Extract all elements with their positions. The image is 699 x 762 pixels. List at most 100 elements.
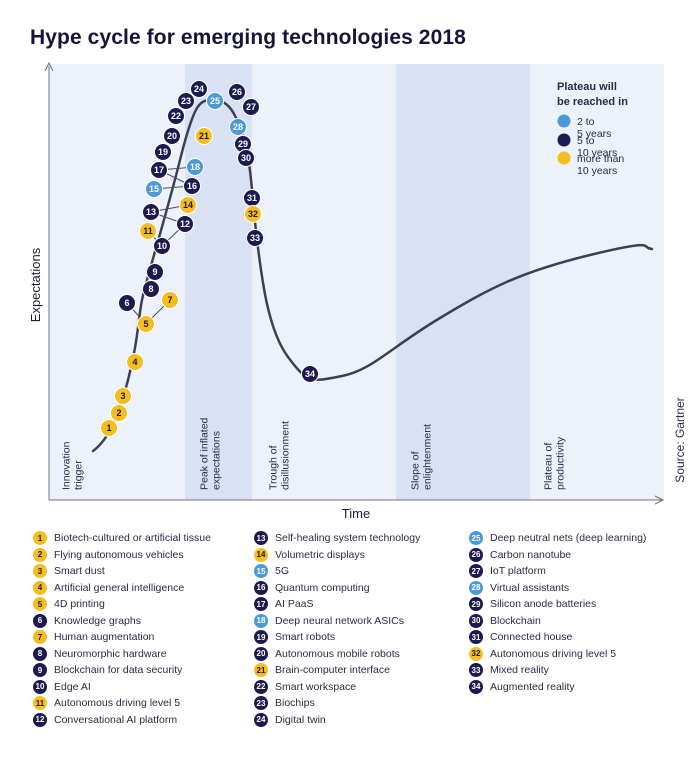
tech-marker-circle — [145, 180, 163, 198]
tech-marker-33: 33 — [246, 229, 264, 247]
legend-item-19: 19 Smart robots — [254, 630, 335, 644]
legend-item-25: 25 Deep neutral nets (deep learning) — [469, 531, 646, 545]
legend-item-18: 18 Deep neural network ASICs — [254, 613, 404, 628]
legend-label: Self-healing system technology — [275, 532, 421, 544]
legend-item-8: 8 Neuromorphic hardware — [33, 646, 167, 661]
legend-label: Blockchain — [490, 614, 541, 627]
tech-marker-11: 11 — [139, 222, 157, 240]
tech-marker-number: 34 — [305, 369, 315, 379]
tech-marker-circle — [186, 158, 204, 176]
legend-badge: 4 — [33, 580, 47, 595]
legend-item-32: 32 Autonomous driving level 5 — [469, 646, 617, 661]
tech-marker-22: 22 — [167, 107, 185, 125]
legend-label: Silicon anode batteries — [490, 598, 597, 610]
legend-item-5: 5 4D printing — [33, 597, 105, 611]
tech-marker-number: 32 — [248, 209, 258, 219]
tech-marker-number: 33 — [250, 233, 260, 243]
legend-item-14: 14 Volumetric displays — [254, 547, 365, 562]
tech-marker-number: 4 — [132, 357, 137, 367]
legend-badge: 23 — [254, 696, 268, 710]
legend-entry-dark: 5 to 10 years — [577, 135, 617, 159]
legend-item-28: 28 Virtual assistants — [469, 580, 570, 595]
legend-badge: 19 — [254, 630, 268, 644]
legend-badge: 27 — [469, 564, 483, 578]
tech-marker-circle — [183, 177, 201, 195]
legend-item-31: 31 Connected house — [469, 630, 572, 644]
tech-marker-2: 2 — [110, 404, 128, 422]
legend-item-10: 10 Edge AI — [33, 679, 91, 694]
legend-badge: 8 — [33, 646, 47, 661]
tech-marker-number: 7 — [167, 295, 172, 305]
legend-label: AI PaaS — [275, 598, 314, 610]
tech-marker-number: 27 — [246, 102, 256, 112]
legend-item-6: 6 Knowledge graphs — [33, 613, 141, 628]
legend-item-20: 20 Autonomous mobile robots — [254, 646, 400, 661]
legend-label: Smart workspace — [275, 680, 357, 693]
legend-label: Autonomous driving level 5 — [54, 697, 181, 709]
legend-label: Knowledge graphs — [54, 614, 141, 627]
tech-marker-number: 29 — [238, 139, 248, 149]
tech-marker-circle — [137, 315, 155, 333]
legend-badge: 1 — [33, 531, 47, 545]
legend-item-22: 22 Smart workspace — [254, 679, 357, 694]
tech-marker-number: 12 — [180, 219, 190, 229]
tech-marker-21: 21 — [195, 127, 213, 145]
tech-marker-number: 26 — [232, 87, 242, 97]
tech-marker-number: 9 — [152, 267, 157, 277]
legend-item-9: 9 Blockchain for data security — [33, 663, 182, 677]
legend-label: Edge AI — [54, 680, 91, 693]
tech-marker-circle — [161, 291, 179, 309]
legend-badge: 9 — [33, 663, 47, 677]
tech-marker-13: 13 — [142, 203, 160, 221]
y-axis-label: Expectations — [28, 247, 43, 322]
legend-badge: 10 — [33, 679, 47, 694]
tech-marker-number: 25 — [210, 96, 220, 106]
tech-marker-number: 17 — [154, 165, 164, 175]
tech-marker-19: 19 — [154, 143, 172, 161]
legend-swatch-blue — [557, 114, 571, 128]
legend-label: Connected house — [490, 631, 573, 643]
phase-band-5 — [530, 64, 664, 500]
legend-swatch-yellow — [557, 151, 571, 165]
legend-badge: 26 — [469, 547, 483, 562]
tech-marker-number: 6 — [124, 298, 129, 308]
tech-marker-number: 24 — [194, 84, 204, 94]
legend-label: Brain-computer interface — [275, 664, 390, 676]
legend-label: Autonomous driving level 5 — [490, 647, 617, 660]
phase-band-3 — [252, 64, 396, 500]
tech-marker-4: 4 — [126, 353, 144, 371]
tech-marker-15: 15 — [145, 180, 163, 198]
legend-item-2: 2 Flying autonomous vehicles — [33, 547, 184, 562]
tech-marker-number: 13 — [146, 207, 156, 217]
legend-label: Human augmentation — [54, 631, 155, 643]
phase-label-2: Peak of inflatedexpectations — [198, 417, 222, 490]
legend-label: Blockchain for data security — [54, 664, 183, 676]
legend-item-26: 26 Carbon nanotube — [469, 547, 571, 562]
legend-badge: 24 — [254, 712, 268, 727]
tech-marker-circle — [195, 127, 213, 145]
tech-marker-circle — [163, 127, 181, 145]
legend-badge: 2 — [33, 547, 47, 562]
legend-item-13: 13 Self-healing system technology — [254, 531, 420, 545]
legend-badge: 7 — [33, 630, 47, 644]
tech-marker-number: 30 — [241, 153, 251, 163]
legend-badge: 18 — [254, 613, 268, 628]
legend-label: IoT platform — [490, 565, 546, 577]
legend-item-1: 1 Biotech-cultured or artificial tissue — [33, 531, 211, 545]
legend-label: Smart robots — [275, 631, 336, 643]
tech-marker-circle — [100, 419, 118, 437]
legend-label: Biotech-cultured or artificial tissue — [54, 532, 211, 544]
legend-label: Mixed reality — [490, 664, 549, 676]
legend-label: Quantum computing — [275, 581, 370, 594]
tech-marker-12: 12 — [176, 215, 194, 233]
legend-item-29: 29 Silicon anode batteries — [469, 597, 596, 611]
tech-marker-circle — [114, 387, 132, 405]
tech-marker-28: 28 — [229, 118, 247, 136]
legend-badge: 30 — [469, 613, 483, 628]
legend-label: Volumetric displays — [275, 548, 365, 561]
legend-item-15: 15 5G — [254, 564, 289, 578]
tech-marker-23: 23 — [177, 92, 195, 110]
legend-badge: 5 — [33, 597, 47, 611]
legend-label: Virtual assistants — [490, 581, 570, 594]
